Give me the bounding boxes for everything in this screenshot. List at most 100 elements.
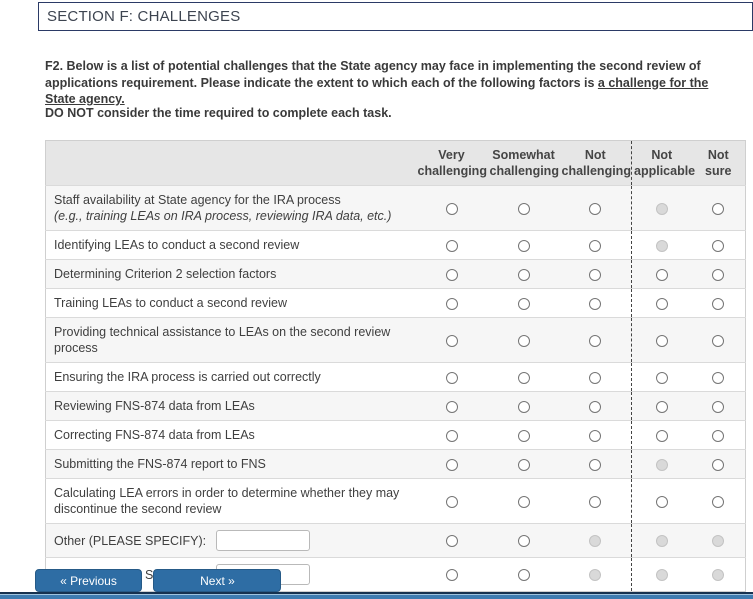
row-label: Training LEAs to conduct a second review xyxy=(54,296,287,310)
row-label-cell: Providing technical assistance to LEAs o… xyxy=(46,318,416,363)
radio-very-challenging[interactable] xyxy=(445,239,458,252)
radio-not-applicable xyxy=(655,458,668,471)
table-row: Submitting the FNS-874 report to FNS xyxy=(45,449,746,479)
question-lead: F2. Below is a list of potential challen… xyxy=(45,59,701,90)
row-label: Identifying LEAs to conduct a second rev… xyxy=(54,238,300,252)
radio-not-challenging[interactable] xyxy=(589,429,602,442)
radio-not-sure[interactable] xyxy=(712,400,725,413)
radio-somewhat-challenging[interactable] xyxy=(517,297,530,310)
radio-not-applicable[interactable] xyxy=(655,334,668,347)
challenges-table: Very challenging Somewhat challenging No… xyxy=(45,140,746,592)
radio-not-challenging[interactable] xyxy=(589,371,602,384)
radio-very-challenging[interactable] xyxy=(445,535,458,548)
table-header-row: Very challenging Somewhat challenging No… xyxy=(45,140,746,186)
radio-not-challenging[interactable] xyxy=(589,268,602,281)
radio-not-applicable xyxy=(655,239,668,252)
radio-not-challenging xyxy=(589,535,602,548)
table-row: Reviewing FNS-874 data from LEAs xyxy=(45,391,746,421)
radio-somewhat-challenging[interactable] xyxy=(517,268,530,281)
radio-very-challenging[interactable] xyxy=(445,202,458,215)
row-label-cell: Calculating LEA errors in order to deter… xyxy=(46,479,416,524)
table-row: Calculating LEA errors in order to deter… xyxy=(45,478,746,524)
table-row: Other (PLEASE SPECIFY): xyxy=(45,523,746,558)
radio-not-applicable xyxy=(655,202,668,215)
question-text: F2. Below is a list of potential challen… xyxy=(45,58,715,108)
radio-very-challenging[interactable] xyxy=(445,495,458,508)
radio-not-sure xyxy=(712,569,725,582)
radio-not-challenging[interactable] xyxy=(589,400,602,413)
row-label: Determining Criterion 2 selection factor… xyxy=(54,267,277,281)
radio-very-challenging[interactable] xyxy=(445,334,458,347)
radio-somewhat-challenging[interactable] xyxy=(517,569,530,582)
row-label: Calculating LEA errors in order to deter… xyxy=(54,486,400,516)
question-note: DO NOT consider the time required to com… xyxy=(45,106,392,120)
radio-not-challenging xyxy=(589,569,602,582)
row-label-cell: Determining Criterion 2 selection factor… xyxy=(46,260,416,289)
empty-header-cell xyxy=(45,140,416,186)
radio-not-applicable[interactable] xyxy=(655,371,668,384)
radio-not-sure[interactable] xyxy=(712,458,725,471)
table-row: Providing technical assistance to LEAs o… xyxy=(45,317,746,363)
row-label-cell: Training LEAs to conduct a second review xyxy=(46,289,416,318)
radio-not-sure[interactable] xyxy=(712,334,725,347)
radio-not-challenging[interactable] xyxy=(589,202,602,215)
other-specify-input[interactable] xyxy=(216,530,311,551)
radio-very-challenging[interactable] xyxy=(445,268,458,281)
radio-not-applicable[interactable] xyxy=(655,495,668,508)
radio-not-challenging[interactable] xyxy=(589,239,602,252)
radio-not-applicable[interactable] xyxy=(655,429,668,442)
radio-very-challenging[interactable] xyxy=(445,569,458,582)
table-row: Training LEAs to conduct a second review xyxy=(45,288,746,318)
col-very-challenging: Very challenging xyxy=(415,140,488,186)
radio-very-challenging[interactable] xyxy=(445,458,458,471)
radio-very-challenging[interactable] xyxy=(445,371,458,384)
table-row: Determining Criterion 2 selection factor… xyxy=(45,259,746,289)
row-label-cell: Staff availability at State agency for t… xyxy=(46,186,416,231)
question-underlined: a challenge for the State agency. xyxy=(45,75,709,107)
radio-very-challenging[interactable] xyxy=(445,297,458,310)
radio-somewhat-challenging[interactable] xyxy=(517,400,530,413)
radio-somewhat-challenging[interactable] xyxy=(517,371,530,384)
row-label: Providing technical assistance to LEAs o… xyxy=(54,325,391,355)
radio-not-sure[interactable] xyxy=(712,268,725,281)
radio-not-applicable[interactable] xyxy=(655,400,668,413)
radio-very-challenging[interactable] xyxy=(445,429,458,442)
col-somewhat-challenging: Somewhat challenging xyxy=(487,140,560,186)
radio-somewhat-challenging[interactable] xyxy=(517,535,530,548)
page-title: SECTION F: CHALLENGES xyxy=(47,8,241,25)
col-not-sure: Not sure xyxy=(691,140,746,186)
next-button[interactable]: Next » xyxy=(153,569,282,592)
radio-not-applicable[interactable] xyxy=(655,268,668,281)
radio-not-sure[interactable] xyxy=(712,371,725,384)
table-row: Staff availability at State agency for t… xyxy=(45,185,746,231)
radio-not-sure[interactable] xyxy=(712,239,725,252)
row-sublabel: (e.g., training LEAs on IRA process, rev… xyxy=(54,209,392,223)
radio-somewhat-challenging[interactable] xyxy=(517,202,530,215)
radio-somewhat-challenging[interactable] xyxy=(517,334,530,347)
radio-very-challenging[interactable] xyxy=(445,400,458,413)
radio-not-challenging[interactable] xyxy=(589,458,602,471)
table-row: Identifying LEAs to conduct a second rev… xyxy=(45,230,746,260)
radio-not-applicable[interactable] xyxy=(655,297,668,310)
row-label: Correcting FNS-874 data from LEAs xyxy=(54,428,255,442)
radio-not-sure xyxy=(712,535,725,548)
radio-not-challenging[interactable] xyxy=(589,297,602,310)
previous-button[interactable]: « Previous xyxy=(35,569,142,592)
radio-not-sure[interactable] xyxy=(712,202,725,215)
radio-somewhat-challenging[interactable] xyxy=(517,458,530,471)
row-label: Submitting the FNS-874 report to FNS xyxy=(54,457,266,471)
row-label-cell: Submitting the FNS-874 report to FNS xyxy=(46,450,416,479)
row-label: Reviewing FNS-874 data from LEAs xyxy=(54,399,255,413)
radio-not-sure[interactable] xyxy=(712,297,725,310)
radio-not-sure[interactable] xyxy=(712,495,725,508)
section-header-box: SECTION F: CHALLENGES xyxy=(38,2,753,31)
row-label: Ensuring the IRA process is carried out … xyxy=(54,370,321,384)
row-label-cell: Ensuring the IRA process is carried out … xyxy=(46,363,416,392)
radio-somewhat-challenging[interactable] xyxy=(517,239,530,252)
radio-somewhat-challenging[interactable] xyxy=(517,495,530,508)
radio-not-sure[interactable] xyxy=(712,429,725,442)
radio-somewhat-challenging[interactable] xyxy=(517,429,530,442)
radio-not-challenging[interactable] xyxy=(589,334,602,347)
radio-not-challenging[interactable] xyxy=(589,495,602,508)
row-label: Staff availability at State agency for t… xyxy=(54,193,341,207)
